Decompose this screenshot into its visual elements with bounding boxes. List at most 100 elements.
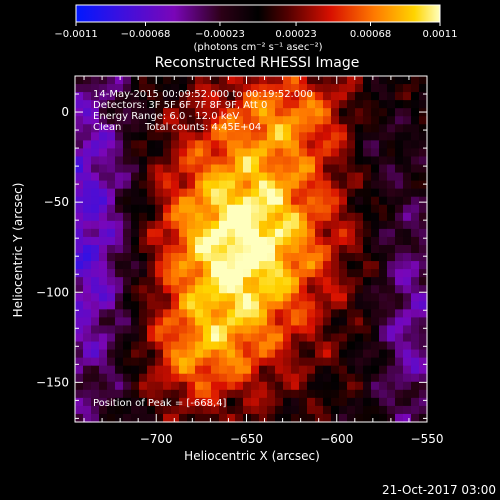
heatmap-cell (227, 204, 236, 214)
heatmap-cell (331, 228, 340, 238)
counts-annotation: Total counts: 4.45E+04 (144, 122, 261, 133)
heatmap-cell (347, 196, 356, 206)
heatmap-cell (187, 397, 196, 407)
heatmap-cell (283, 228, 292, 238)
heatmap-cell (83, 228, 92, 238)
heatmap-cell (243, 212, 252, 222)
heatmap-cell (147, 301, 156, 310)
heatmap-cell (243, 413, 252, 423)
heatmap-cell (179, 156, 188, 166)
heatmap-cell (387, 156, 396, 166)
heatmap-cell (243, 397, 252, 407)
heatmap-cell (243, 164, 252, 174)
heatmap-cell (251, 405, 260, 415)
heatmap-cell (355, 108, 364, 117)
heatmap-cell (91, 220, 100, 230)
heatmap-cell (291, 84, 300, 93)
heatmap-cell (179, 188, 188, 198)
heatmap-cell (419, 317, 428, 327)
heatmap-cell (115, 277, 124, 286)
heatmap-cell (99, 148, 108, 158)
heatmap-cell (91, 172, 100, 182)
heatmap-cell (83, 76, 92, 85)
heatmap-cell (91, 277, 100, 286)
heatmap-cell (195, 389, 204, 399)
heatmap-cell (275, 140, 284, 150)
heatmap-cell (331, 100, 340, 109)
heatmap-cell (251, 277, 260, 286)
heatmap-cell (83, 381, 92, 391)
heatmap-cell (163, 357, 172, 367)
heatmap-cell (267, 357, 276, 367)
heatmap-cell (387, 172, 396, 182)
heatmap-cell (155, 228, 164, 238)
heatmap-cell (227, 140, 236, 150)
heatmap-cell (147, 293, 156, 302)
heatmap-cell (171, 92, 180, 101)
heatmap-cell (211, 196, 220, 206)
heatmap-cell (371, 285, 380, 294)
heatmap-cell (355, 253, 364, 262)
heatmap-cell (211, 413, 220, 423)
heatmap-cell (387, 373, 396, 383)
heatmap-cell (331, 269, 340, 278)
heatmap-cell (219, 349, 228, 359)
heatmap-cell (299, 365, 308, 375)
heatmap-cell (323, 196, 332, 206)
heatmap-cell (323, 228, 332, 238)
heatmap-cell (219, 212, 228, 222)
heatmap-cell (283, 373, 292, 383)
heatmap-cell (307, 116, 316, 125)
heatmap-cell (219, 325, 228, 335)
heatmap-cell (275, 236, 284, 246)
heatmap-cell (371, 373, 380, 383)
heatmap-cell (299, 196, 308, 206)
heatmap-cell (355, 413, 364, 423)
heatmap-cell (259, 212, 268, 222)
heatmap-cell (195, 116, 204, 125)
heatmap-cell (219, 333, 228, 343)
heatmap-cell (195, 357, 204, 367)
heatmap-cell (379, 236, 388, 246)
heatmap-cell (187, 325, 196, 335)
heatmap-cell (123, 76, 132, 85)
heatmap-cell (323, 341, 332, 351)
heatmap-cell (179, 92, 188, 101)
heatmap-cell (83, 116, 92, 125)
heatmap-cell (139, 180, 148, 190)
heatmap-cell (291, 212, 300, 222)
heatmap-cell (99, 261, 108, 270)
heatmap-cell (275, 244, 284, 254)
heatmap-cell (267, 196, 276, 206)
heatmap-cell (371, 172, 380, 182)
heatmap-cell (259, 188, 268, 198)
heatmap-cell (155, 317, 164, 327)
heatmap-cell (331, 204, 340, 214)
heatmap-cell (195, 413, 204, 423)
heatmap-cell (419, 285, 428, 294)
heatmap-cell (347, 277, 356, 286)
heatmap-cell (131, 132, 140, 141)
heatmap-cell (355, 196, 364, 206)
heatmap-cell (395, 301, 404, 310)
heatmap-cell (195, 381, 204, 391)
heatmap-cell (307, 172, 316, 182)
heatmap-cell (259, 108, 268, 117)
heatmap-cell (315, 124, 324, 133)
heatmap-cell (83, 236, 92, 246)
heatmap-cell (379, 84, 388, 93)
heatmap-cell (339, 236, 348, 246)
heatmap-cell (155, 277, 164, 286)
heatmap-cell (171, 397, 180, 407)
heatmap-cell (155, 196, 164, 206)
heatmap-cell (251, 148, 260, 158)
heatmap-cell (339, 84, 348, 93)
heatmap-cell (355, 228, 364, 238)
heatmap-cell (139, 220, 148, 230)
heatmap-cell (115, 365, 124, 375)
heatmap-cell (323, 301, 332, 310)
heatmap-cell (299, 373, 308, 383)
heatmap-cell (155, 220, 164, 230)
heatmap-cell (243, 405, 252, 415)
heatmap-cell (323, 124, 332, 133)
